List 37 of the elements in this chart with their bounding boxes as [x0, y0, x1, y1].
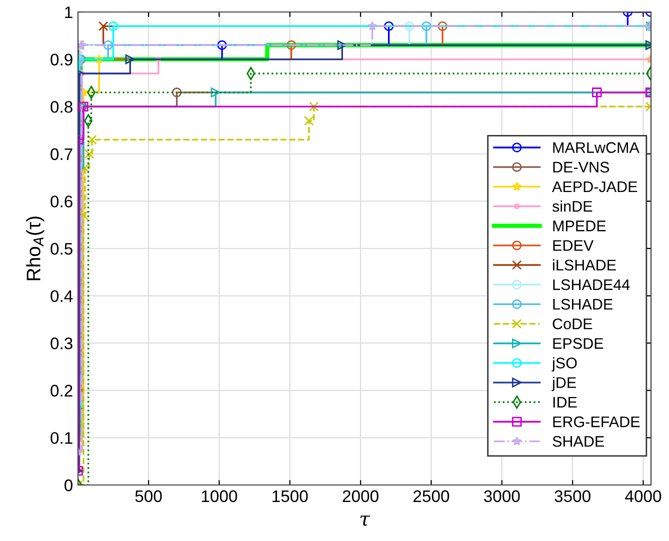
legend-label: LSHADE [553, 298, 612, 310]
x-tick-label: 2500 [414, 490, 450, 502]
legend-label: iLSHADE [553, 259, 616, 271]
legend-label: EPSDE [553, 338, 604, 349]
x-tick-label: 4000 [625, 490, 662, 502]
legend-label: sinDE [552, 200, 592, 212]
legend-label: AEPD-JADE [552, 182, 638, 192]
y-tick-label: 1 [65, 6, 72, 18]
y-tick-label: 0.4 [50, 290, 73, 302]
x-tick-label: 3000 [484, 490, 520, 502]
y-axis-title: Rho$_{A}$(τ) [26, 216, 44, 280]
x-tick-label: 3500 [554, 490, 590, 502]
legend-label: MPEDE [553, 220, 606, 232]
legend-label: jSO [552, 357, 577, 372]
legend-label: ERG-EFADE [553, 416, 640, 428]
x-tick-label: 1500 [272, 490, 308, 502]
y-tick-label: 0 [64, 479, 72, 492]
y-tick-label: 0.3 [50, 338, 72, 350]
y-tick-label: 0.5 [50, 242, 72, 255]
y-tick-label: 0.9 [50, 54, 72, 66]
x-tick-label: 500 [135, 490, 162, 502]
legend-label: DE-VNS [553, 162, 610, 173]
legend-label: jDE [552, 376, 576, 392]
y-tick-label: 0.2 [50, 384, 72, 397]
y-tick-label: 0.1 [50, 432, 72, 444]
legend-label: MARLwCMA [553, 142, 640, 153]
y-tick-label: 0.6 [50, 196, 72, 208]
legend-label: CoDE [552, 318, 592, 330]
legend-label: SHADE [552, 436, 604, 447]
y-tick-label: 0.8 [50, 101, 72, 113]
legend-label: LSHADE44 [553, 279, 630, 290]
legend-label: EDEV [553, 240, 594, 251]
x-tick-label: 2000 [342, 490, 378, 502]
legend-label: IDE [553, 396, 577, 408]
x-tick-label: 1000 [202, 490, 238, 502]
y-tick-label: 0.7 [50, 148, 72, 160]
x-axis-title: τ [360, 516, 370, 526]
